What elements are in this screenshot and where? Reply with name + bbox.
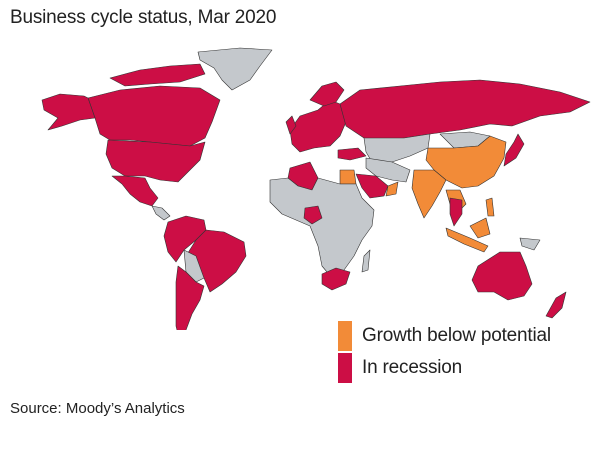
legend-label: Growth below potential: [362, 325, 551, 346]
legend-label: In recession: [362, 357, 463, 378]
country-region-canada: Canada: In recession: [87, 85, 221, 147]
legend-swatch-red: [338, 353, 352, 383]
country-region-nigeria: Nigeria: In recession: [303, 205, 323, 225]
country-region-papua-new-guinea: Papua New Guinea: No data: [519, 237, 541, 251]
country-region-united-states: United States: In recession: [105, 139, 206, 183]
country-region-japan: Japan: In recession: [503, 133, 525, 167]
legend-item-growth-below-potential: Growth below potential: [338, 320, 551, 352]
country-region-colombia-venezuela-peru: Colombia/Venezuela/Peru: In recession: [163, 215, 207, 263]
legend: Growth below potential In recession: [338, 320, 551, 384]
country-region-saudi-arabia: Saudi Arabia: In recession: [355, 173, 389, 199]
country-region-north-central-africa: North & Central Africa: No data: [269, 177, 375, 279]
country-region-new-zealand: New Zealand: In recession: [545, 291, 567, 319]
country-region-alaska-usa-: Alaska (USA): In recession: [41, 93, 96, 131]
country-region-thailand-cambodia: Thailand/Cambodia: In recession: [449, 197, 463, 227]
country-region-oman: Oman: Growth below potential: [385, 181, 399, 197]
country-region-europe: Europe: In recession: [289, 99, 347, 153]
country-region-south-africa: South Africa: In recession: [321, 267, 351, 291]
country-region-mexico: Mexico: In recession: [111, 175, 159, 207]
world-map-svg: Canada: In recessionAlaska (USA): In rec…: [41, 47, 591, 330]
country-region-canadian-arctic: Canadian Arctic: In recession: [109, 63, 206, 87]
legend-swatch-orange: [338, 321, 352, 351]
country-region-argentina-chile: Argentina/Chile: In recession: [175, 265, 205, 330]
legend-item-in-recession: In recession: [338, 352, 551, 384]
chart-title: Business cycle status, Mar 2020: [10, 7, 277, 28]
country-region-greenland: Greenland: No data: [197, 47, 273, 91]
country-region-central-america: Central America: No data: [151, 205, 171, 221]
country-region-scandinavia: Scandinavia: In recession: [309, 81, 345, 107]
country-region-madagascar: Madagascar: No data: [361, 249, 371, 273]
country-region-middle-east-iran-etc-: Middle East (Iran etc.): No data: [365, 157, 411, 183]
country-region-united-kingdom: United Kingdom: In recession: [285, 115, 297, 135]
country-region-borneo: Borneo: Growth below potential: [469, 217, 491, 239]
country-region-central-asia: Central Asia: No data: [363, 133, 431, 163]
world-map: Canada: In recessionAlaska (USA): In rec…: [0, 30, 600, 330]
country-region-turkey: Turkey: In recession: [337, 147, 367, 161]
country-region-philippines: Philippines: Growth below potential: [485, 197, 495, 217]
source-note: Source: Moody’s Analytics: [10, 400, 185, 417]
country-region-malaysia-indonesia: Malaysia/Indonesia: Growth below potenti…: [445, 227, 489, 253]
country-region-bolivia-paraguay: Bolivia/Paraguay: No data: [183, 249, 205, 283]
country-region-india: India: Growth below potential: [411, 169, 447, 219]
country-region-egypt: Egypt: Growth below potential: [339, 169, 357, 185]
country-region-australia: Australia: In recession: [471, 251, 533, 301]
